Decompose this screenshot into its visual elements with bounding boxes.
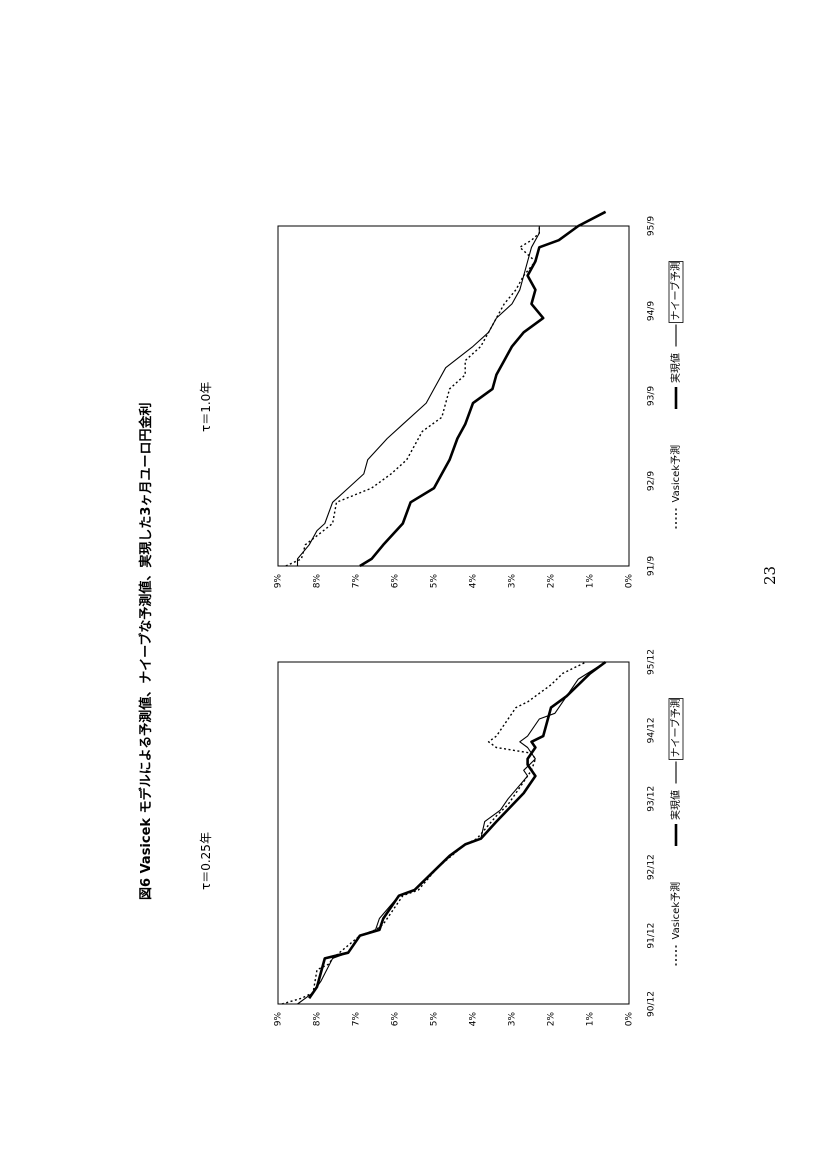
x-tick-label: 91/12 <box>647 923 657 949</box>
x-tick-label: 92/9 <box>647 471 657 491</box>
chart-panel-tau-025: τ＝0.25年 0%1%2%3%4%5%6%7%8%9% 90/1291/129… <box>199 649 684 1027</box>
chart-panel-tau-100: τ＝1.0年 0% 1% 2% 3% 4% 5% 6% 7% 8% 9% 91/9 92/9 93/9… <box>199 210 684 589</box>
series-group-tau-025 <box>281 660 607 1005</box>
y-tick-label: 1% <box>586 1012 596 1027</box>
y-tick-label: 8% <box>313 1012 323 1027</box>
legend-label-thick: 実現値 <box>669 790 682 820</box>
x-tick-labels-tau-025: 90/12 91/12 92/12 93/12 94/12 95/12 <box>647 649 657 1017</box>
legend-label-thin: ナイーブ予測 <box>669 698 682 757</box>
legend-label-dotted: Vasicek予測 <box>669 882 682 940</box>
y-tick-label: 3% <box>508 574 518 589</box>
series-line-thin <box>297 661 606 1005</box>
y-tick-label: 4% <box>469 1012 479 1027</box>
x-tick-label: 94/9 <box>647 301 657 321</box>
x-tick-labels-tau-100: 91/9 92/9 93/9 94/9 95/9 <box>647 216 657 576</box>
y-tick-label: 6% <box>391 574 401 589</box>
series-line-dotted <box>285 226 540 567</box>
x-tick-label: 91/9 <box>647 556 657 576</box>
legend-box-naive <box>668 261 684 323</box>
page-number: 23 <box>761 565 779 585</box>
series-line-thin <box>296 226 540 566</box>
y-tick-label: 6% <box>391 1012 401 1027</box>
y-tick-label: 9% <box>274 574 284 589</box>
legend-tau-025: Vasicek予測 実現値 ナイーブ予測 <box>668 698 684 966</box>
y-tick-labels-tau-025: 0% 1% 2% 3% 4% 5% 6% 7% 8% 9% <box>274 1012 635 1027</box>
y-tick-label: 1% <box>586 574 596 589</box>
series-line-thick <box>308 660 607 1000</box>
legend-label-thick: 実現値 <box>669 353 682 383</box>
y-tick-label: 8% <box>313 574 323 589</box>
y-tick-label: 5% <box>430 1012 440 1027</box>
legend-label-dotted: Vasicek予測 <box>669 445 682 503</box>
x-tick-label: 92/12 <box>647 854 657 880</box>
legend-tau-100: Vasicek予測 実現値 ナイーブ予測 <box>668 261 684 529</box>
y-tick-label: 0% <box>625 1012 635 1027</box>
y-tick-label: 2% <box>547 1012 557 1027</box>
y-tick-labels-tau-100: 0% 1% 2% 3% 4% 5% 6% 7% 8% 9% <box>274 574 635 589</box>
y-tick-label: 2% <box>547 574 557 589</box>
y-tick-label: 9% <box>274 1012 284 1027</box>
x-tick-label: 95/12 <box>647 649 657 675</box>
y-tick-label: 7% <box>352 574 362 589</box>
legend-box-naive <box>668 698 684 760</box>
chart-title-tau-100: τ＝1.0年 <box>199 382 213 432</box>
legend-label-thin: ナイーブ予測 <box>669 261 682 320</box>
figure-title: 図6 Vasicek モデルによる予測値、ナイーブな予測値、実現した3ヶ月ユーロ… <box>138 403 154 900</box>
x-tick-label: 95/9 <box>647 216 657 236</box>
y-tick-label: 7% <box>352 1012 362 1027</box>
series-line-thick <box>359 210 607 568</box>
x-tick-label: 93/12 <box>647 786 657 812</box>
y-tick-label: 0% <box>625 574 635 589</box>
series-line-dotted <box>281 661 587 1005</box>
x-tick-label: 90/12 <box>647 991 657 1017</box>
plot-frame-tau-100 <box>277 225 630 567</box>
y-tick-label: 4% <box>469 574 479 589</box>
x-tick-label: 93/9 <box>647 386 657 406</box>
x-tick-label: 94/12 <box>647 717 657 743</box>
series-group-tau-100 <box>285 210 607 568</box>
plot-frame-tau-025 <box>277 661 630 1005</box>
y-tick-label: 5% <box>430 574 440 589</box>
chart-title-tau-025: τ＝0.25年 <box>199 832 213 890</box>
y-tick-label: 3% <box>508 1012 518 1027</box>
